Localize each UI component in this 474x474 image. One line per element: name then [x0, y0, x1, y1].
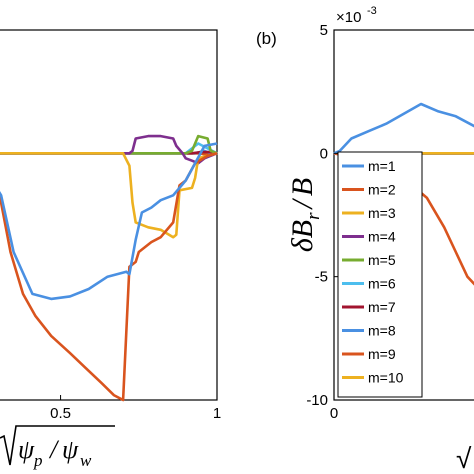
panel-a-xtick-label: 1 — [213, 405, 221, 422]
panel-b-ylabel-sub: r — [303, 212, 324, 220]
panel-b-ticks: 0 5 0 -5 -10 — [306, 22, 339, 422]
legend-label-m-10: m=10 — [368, 370, 404, 386]
panel-a-ticks: 0.5 1 — [50, 395, 221, 422]
legend-label-m-5: m=5 — [368, 252, 396, 268]
panel-b-ytick-label: -5 — [315, 269, 328, 286]
legend-label-m-3: m=3 — [368, 205, 396, 221]
legend-label-m-9: m=9 — [368, 346, 396, 362]
panel-b-ytick-label: -10 — [306, 392, 328, 409]
legend-label-m-6: m=6 — [368, 276, 396, 292]
panel-b-ylabel-delta: δ — [286, 237, 319, 252]
panel-a: 0.5 1 ψ p / ψ w — [0, 29, 221, 470]
panel-b-ylabel: δBr/B — [286, 178, 324, 252]
panel-a-xlabel-den: ψ — [62, 435, 79, 464]
legend-items: m=1 m=2 m=3 m=4 m=5 m=6 m=7 m=8 m=9 m=10 — [342, 158, 404, 386]
panel-b-ylabel-b2: B — [286, 178, 319, 196]
legend-label-m-7: m=7 — [368, 299, 396, 315]
legend-label-m-1: m=1 — [368, 158, 396, 174]
panel-a-xlabel: ψ p / ψ w — [0, 425, 115, 470]
panel-b-ylabel-text: δBr/B — [286, 178, 324, 252]
panel-a-line-m-3 — [0, 152, 218, 239]
panel-b-exponent-base: ×10 — [336, 9, 361, 26]
panel-a-xlabel-den-sub: w — [80, 451, 92, 470]
panel-b-ytick-label: 0 — [320, 145, 328, 162]
panel-a-xlabel-radical — [0, 425, 115, 466]
legend-label-m-4: m=4 — [368, 229, 396, 245]
panel-b: (b) 050-5-10 ×10 -3 δBr/B √ m=1m=2m=3m=4… — [256, 5, 474, 474]
panel-a-xlabel-num: ψ — [18, 435, 35, 464]
panel-a-series — [0, 134, 218, 402]
panel-b-line-m-1 — [333, 102, 474, 155]
panel-b-ylabel-b: B — [286, 220, 319, 238]
panel-a-xtick-label: 0.5 — [50, 405, 71, 422]
panel-a-xlabel-slash: / — [48, 435, 60, 464]
panel-a-xlabel-num-sub: p — [33, 451, 43, 470]
panel-b-xlabel-partial: √ — [456, 443, 472, 474]
panel-b-exponent: -3 — [367, 5, 377, 17]
panel-b-label: (b) — [256, 29, 277, 48]
panel-a-line-m-5 — [0, 134, 218, 155]
panel-a-line-m-1 — [0, 142, 218, 301]
legend-label-m-2: m=2 — [368, 182, 396, 198]
legend-box — [337, 151, 423, 398]
panel-b-ytick-label: 5 — [320, 22, 328, 39]
legend: m=1 m=2 m=3 m=4 m=5 m=6 m=7 m=8 m=9 m=10 — [337, 151, 423, 398]
legend-label-m-8: m=8 — [368, 323, 396, 339]
panel-b-ylabel-slash: / — [286, 197, 319, 210]
panel-a-axes-box — [0, 29, 218, 401]
panel-b-xtick-label: 0 — [330, 405, 338, 422]
